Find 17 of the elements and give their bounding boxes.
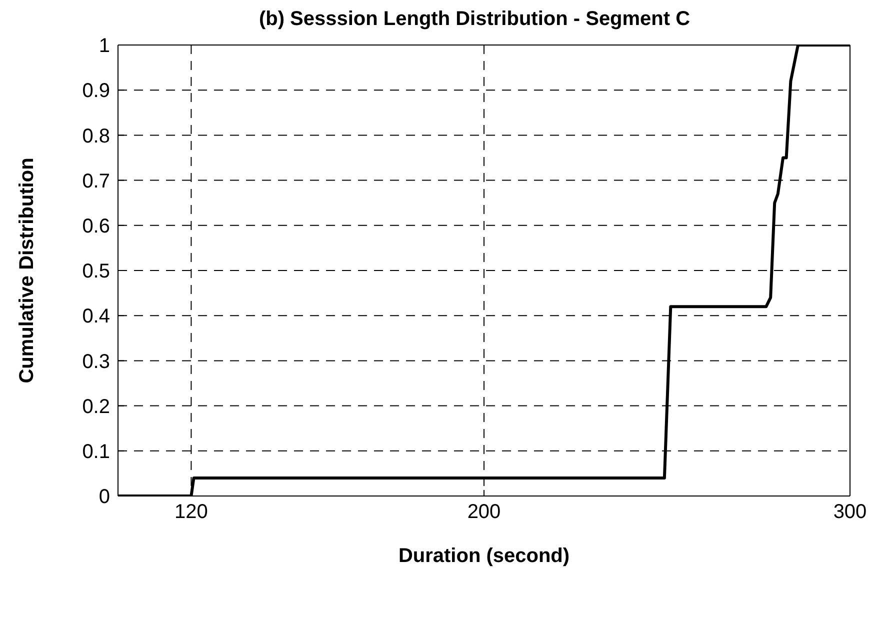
y-tick-label: 0.3 <box>82 350 110 373</box>
y-tick-label: 0.4 <box>82 306 110 328</box>
y-axis-title: Cumulative Distribution <box>16 158 38 384</box>
y-tick-label: 0.8 <box>82 125 110 148</box>
x-axis-title: Duration (second) <box>398 545 570 567</box>
y-tick-label: 0.7 <box>82 170 110 192</box>
y-tick-label: 0 <box>98 486 110 508</box>
y-tick-label: 0.2 <box>82 396 110 418</box>
y-tick-label: 0.9 <box>82 80 110 102</box>
x-tick-label: 200 <box>467 501 501 524</box>
chart-title: (b) Sesssion Length Distribution - Segment C <box>258 8 692 32</box>
y-tick-label: 0.6 <box>82 216 110 238</box>
y-tick-label: 1 <box>98 35 110 58</box>
x-tick-label: 120 <box>174 501 208 524</box>
x-tick-label: 300 <box>833 501 867 524</box>
y-tick-label: 0.1 <box>82 441 110 463</box>
y-tick-label: 0.5 <box>82 260 110 283</box>
